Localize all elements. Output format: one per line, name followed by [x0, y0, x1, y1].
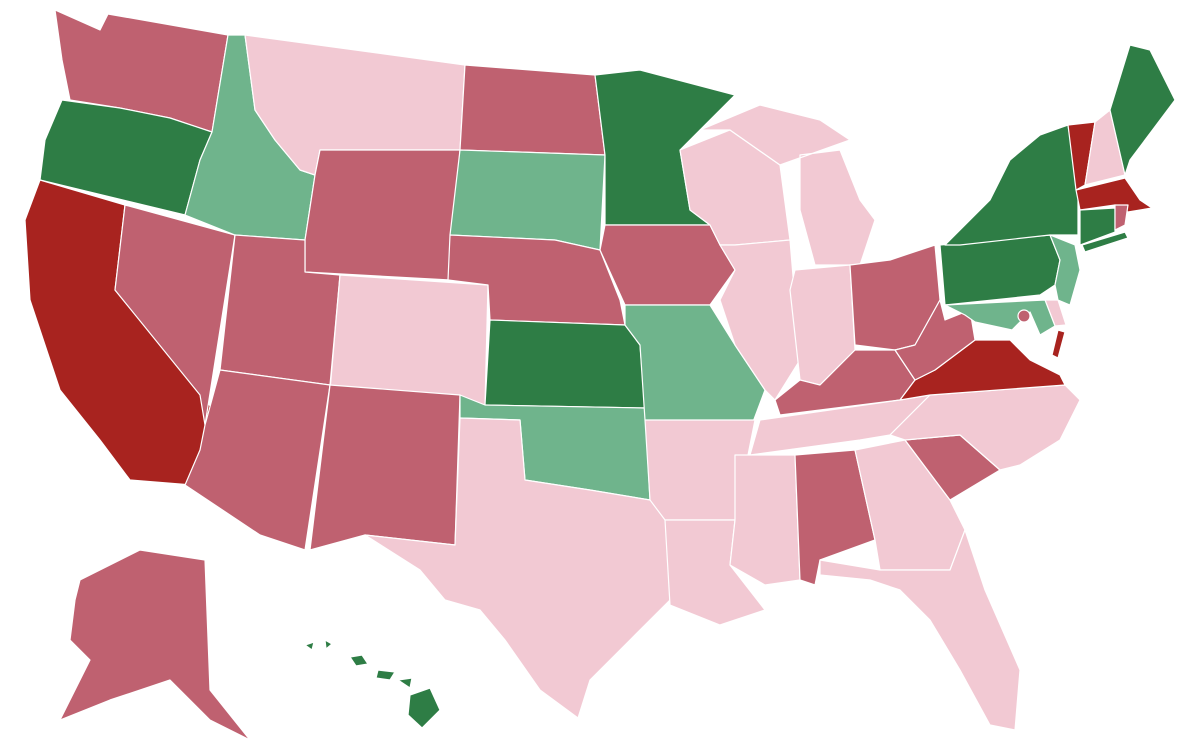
state-hi	[304, 639, 441, 729]
state-wy	[304, 149, 461, 281]
state-nj	[1049, 234, 1081, 306]
state-ct	[1079, 207, 1116, 246]
state-ri	[1114, 204, 1129, 231]
state-md	[944, 299, 1056, 336]
state-az	[184, 369, 331, 551]
state-me	[1109, 44, 1176, 176]
state-sd	[449, 149, 606, 251]
state-ak	[59, 549, 251, 741]
state-nd	[459, 64, 606, 156]
state-nv	[114, 204, 236, 426]
state-ms	[729, 454, 801, 586]
state-tx	[364, 417, 671, 719]
state-mi	[699, 104, 876, 266]
state-co	[329, 274, 489, 406]
state-dc	[1017, 309, 1031, 323]
state-fl	[819, 529, 1021, 731]
state-nm	[309, 384, 461, 551]
state-ks	[484, 319, 646, 409]
state-ia	[599, 224, 736, 306]
